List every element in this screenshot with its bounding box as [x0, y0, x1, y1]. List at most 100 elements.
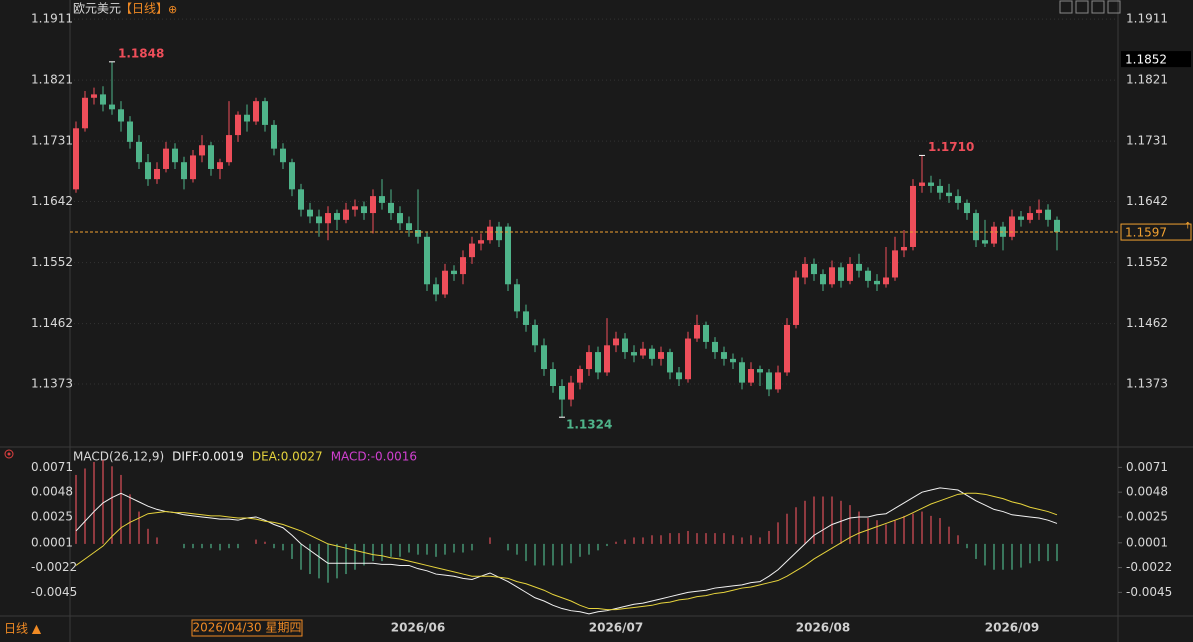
candle-body: [847, 263, 853, 281]
candle-body: [145, 162, 151, 180]
y-tick-label: 1.1462: [31, 316, 73, 330]
candle-body: [973, 213, 979, 241]
candle-body: [532, 324, 538, 346]
candle-body: [217, 162, 223, 169]
candle-body: [343, 209, 349, 220]
candle-body: [829, 267, 835, 285]
y-tick-label-right: 1.1373: [1126, 376, 1168, 390]
y-tick-label: 0.0001: [31, 535, 73, 549]
candle-body: [667, 352, 673, 373]
candle-body: [271, 124, 277, 149]
period-icon[interactable]: ⊕: [168, 3, 177, 16]
candle-body: [181, 162, 187, 180]
y-tick-label-right: -0.0022: [1126, 560, 1172, 574]
candle-body: [820, 274, 826, 285]
candle-body: [244, 114, 250, 122]
y-tick-label: 1.1911: [31, 12, 73, 26]
y-tick-label-right: 0.0025: [1126, 509, 1168, 523]
candle-body: [919, 182, 925, 186]
y-tick-label: -0.0045: [31, 585, 77, 599]
candle-body: [568, 382, 574, 400]
candle-body: [190, 155, 196, 180]
candle-body: [118, 109, 124, 122]
high-annotation: 1.1710: [928, 140, 974, 154]
candle-body: [388, 202, 394, 214]
candle-body: [910, 185, 916, 247]
legend-item: MACD:-0.0016: [331, 450, 417, 464]
candle-body: [613, 338, 619, 346]
y-tick-label: 1.1642: [31, 194, 73, 208]
candle-body: [550, 369, 556, 386]
candle-body: [280, 148, 286, 163]
x-tick-label: 2026/06: [391, 621, 445, 635]
candle-body: [1018, 216, 1024, 220]
candle-body: [1036, 209, 1042, 214]
candle-body: [883, 277, 889, 285]
y-tick-label-right: 1.1642: [1126, 194, 1168, 208]
toolbar: [1059, 0, 1121, 14]
tool-button[interactable]: [1059, 0, 1073, 14]
candle-body: [1027, 213, 1033, 220]
x-tick-label: 2026/08: [796, 621, 850, 635]
candle-body: [937, 185, 943, 193]
candle-body: [496, 226, 502, 241]
candle-body: [739, 362, 745, 383]
candle-body: [784, 324, 790, 373]
candle-body: [631, 352, 637, 356]
y-tick-label: 1.1731: [31, 134, 73, 148]
y-tick-label-right: -0.0045: [1126, 585, 1172, 599]
candle-body: [91, 94, 97, 98]
cursor-date-box: [191, 619, 303, 637]
candle-body: [865, 270, 871, 281]
tool-button[interactable]: [1091, 0, 1105, 14]
candle-body: [964, 202, 970, 214]
candle-body: [874, 280, 880, 285]
tool-button[interactable]: [1107, 0, 1121, 14]
candle-body: [514, 284, 520, 312]
candle-body: [469, 243, 475, 258]
last-price-label: 1.1597: [1125, 226, 1167, 240]
candle-body: [136, 141, 142, 163]
candle-body: [325, 213, 331, 224]
cursor-price-box: [1121, 51, 1191, 68]
candle-body: [487, 226, 493, 241]
candle-body: [451, 270, 457, 275]
candle-body: [856, 263, 862, 271]
candle-body: [766, 372, 772, 390]
candle-body: [694, 324, 700, 339]
candle-body: [298, 189, 304, 210]
y-tick-label: 1.1373: [31, 376, 73, 390]
candle-body: [361, 206, 367, 214]
tool-button[interactable]: [1075, 0, 1089, 14]
candle-body: [172, 148, 178, 163]
y-tick-label-right: 0.0048: [1126, 485, 1168, 499]
macd-line: [75, 487, 1058, 615]
candle-body: [262, 101, 268, 125]
candle-body: [712, 341, 718, 353]
candle-body: [838, 267, 844, 281]
period-title: 【日线】: [120, 2, 168, 16]
y-tick-label-right: 1.1552: [1126, 255, 1168, 269]
candle-body: [730, 358, 736, 363]
candle-body: [415, 230, 421, 237]
candle-body: [478, 240, 484, 244]
candle-body: [370, 196, 376, 214]
candle-body: [334, 213, 340, 220]
candle-body: [757, 369, 763, 373]
candle-body: [82, 97, 88, 129]
candle-body: [379, 196, 385, 203]
y-tick-label: 0.0025: [31, 509, 73, 523]
candle-body: [901, 246, 907, 251]
footer-period[interactable]: 日线 ▲: [4, 622, 42, 636]
y-tick-label-right: 0.0071: [1126, 460, 1168, 474]
macd-icon[interactable]: [4, 449, 14, 459]
y-tick-label-right: 1.1911: [1126, 12, 1168, 26]
candle-body: [523, 311, 529, 325]
macd-line: [75, 492, 1058, 611]
candle-body: [721, 352, 727, 359]
candle-body: [928, 182, 934, 186]
candle-body: [154, 168, 160, 180]
candle-body: [199, 145, 205, 156]
candle-body: [127, 121, 133, 142]
legend-item: DIFF:0.0019: [172, 450, 244, 464]
